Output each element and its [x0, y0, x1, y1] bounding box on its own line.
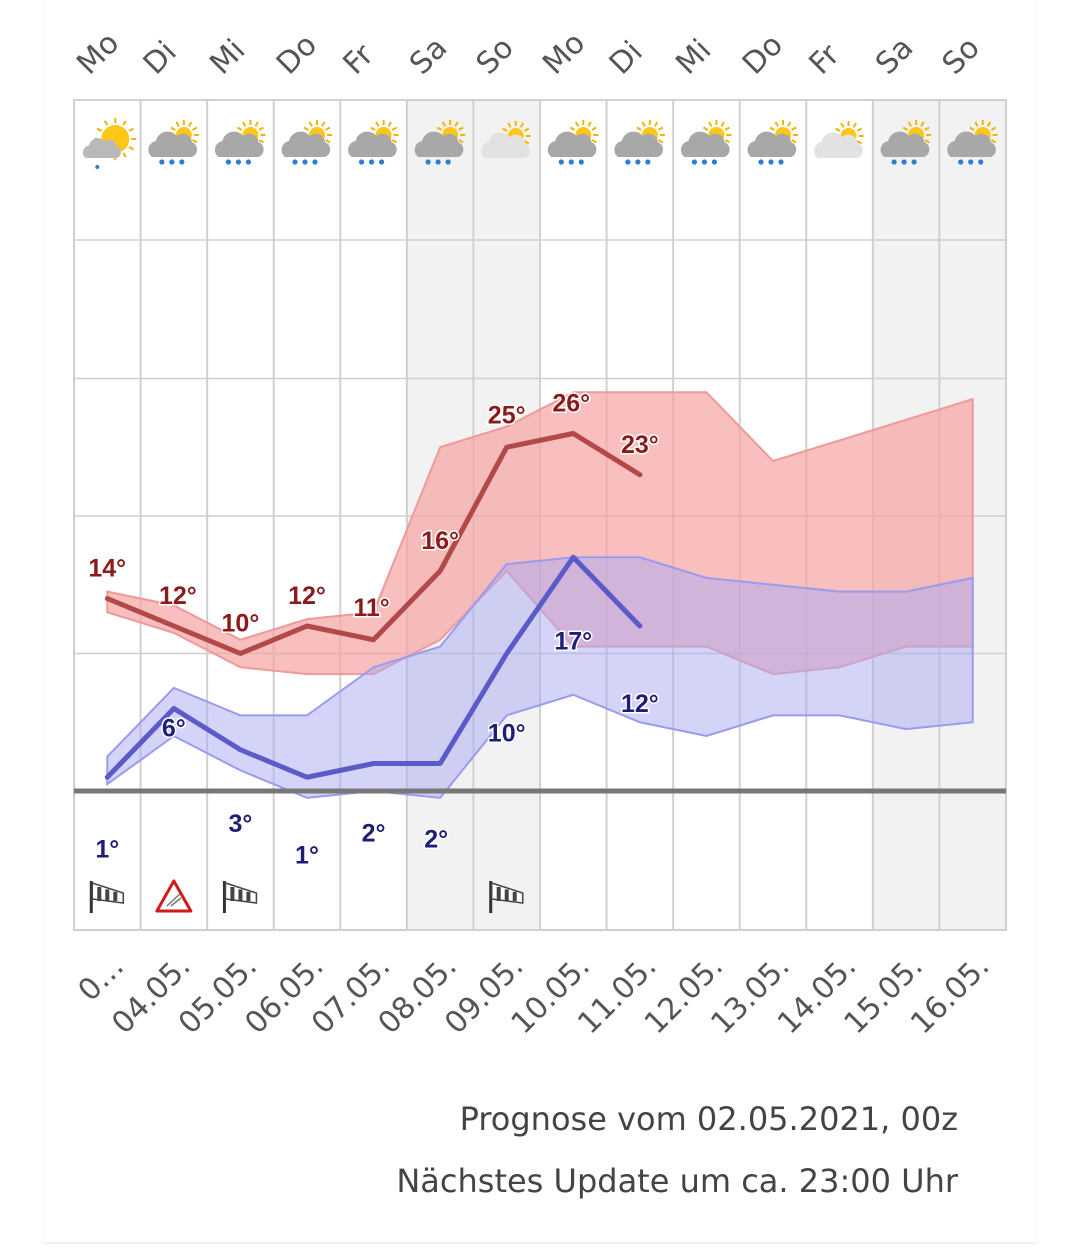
cloud-rain-icon: [281, 120, 332, 165]
min-temperature-label: 2°: [362, 820, 386, 848]
min-temperature-label: 6°: [162, 715, 186, 743]
max-temperature-label: 12°: [288, 582, 326, 610]
cloud-rain-icon: [214, 120, 266, 165]
max-temperature-label: 26°: [552, 390, 590, 418]
max-temperature-label: 16°: [421, 527, 459, 555]
min-temperature-label: 2°: [424, 826, 448, 854]
next-update-text: Nächstes Update um ca. 23:00 Uhr: [396, 1162, 958, 1200]
max-temperature-label: 12°: [159, 582, 197, 610]
max-temperature-label: 11°: [353, 594, 389, 622]
weekday-label: Sa: [869, 30, 920, 81]
cloud-rain-icon: [747, 120, 798, 165]
forecast-date-text: Prognose vom 02.05.2021, 00z: [459, 1100, 958, 1138]
weekday-label: So: [470, 30, 521, 81]
weekday-label: Mi: [203, 33, 252, 82]
max-temperature-label: 14°: [88, 555, 126, 583]
weekday-label: So: [936, 30, 987, 81]
weekday-label: Mo: [70, 26, 126, 82]
weekday-label: Mi: [669, 33, 718, 82]
weekday-label: Fr: [336, 37, 381, 82]
cloud-rain-icon: [414, 120, 466, 165]
weekday-label: Mo: [536, 26, 592, 82]
min-temperature-label: 17°: [554, 627, 592, 655]
min-temperature-label: 12°: [621, 690, 659, 718]
cloud-rain-icon: [348, 120, 399, 165]
weekday-label: Do: [270, 28, 324, 82]
max-temperature-label: 25°: [488, 401, 526, 429]
cloud-icon: [814, 121, 864, 158]
cloud-rain-icon: [880, 120, 932, 165]
min-temperature-label: 1°: [95, 835, 119, 863]
cloud-icon: [481, 121, 531, 158]
sun-cloud-drizzle-icon: [82, 118, 137, 169]
forecast-card: 14° 12° 10° 12° 11° 16° 25° 26° 23° 1° 6° 3° 1° 2° 2° 1…: [44, 0, 1036, 1242]
weekday-label: Di: [137, 35, 184, 82]
weekday-label: Fr: [802, 37, 847, 82]
weekday-label: Sa: [403, 30, 454, 81]
warning-triangle-icon: [155, 879, 193, 913]
temperature-forecast-chart: 14° 12° 10° 12° 11° 16° 25° 26° 23° 1° 6° 3° 1° 2° 2° 1…: [70, 26, 1007, 1041]
cloud-rain-icon: [547, 120, 599, 165]
windsock-icon: [489, 881, 524, 913]
chart-frame: [73, 99, 1007, 931]
windsock-icon: [89, 881, 125, 913]
weekday-label: Di: [603, 35, 650, 82]
cloud-rain-icon: [148, 120, 199, 165]
max-temperature-label: 10°: [222, 610, 260, 638]
cloud-rain-icon: [947, 120, 998, 165]
cloud-rain-icon: [614, 120, 665, 165]
min-temperature-label: 3°: [228, 810, 252, 838]
min-temperature-line: [104, 554, 643, 780]
min-temperature-label: 10°: [488, 720, 526, 748]
cloud-rain-icon: [680, 120, 732, 165]
max-temperature-label: 23°: [621, 431, 659, 459]
min-temperature-label: 1°: [295, 841, 319, 869]
windsock-icon: [222, 881, 258, 913]
max-temperature-line: [104, 431, 643, 656]
weekday-label: Do: [736, 28, 790, 82]
